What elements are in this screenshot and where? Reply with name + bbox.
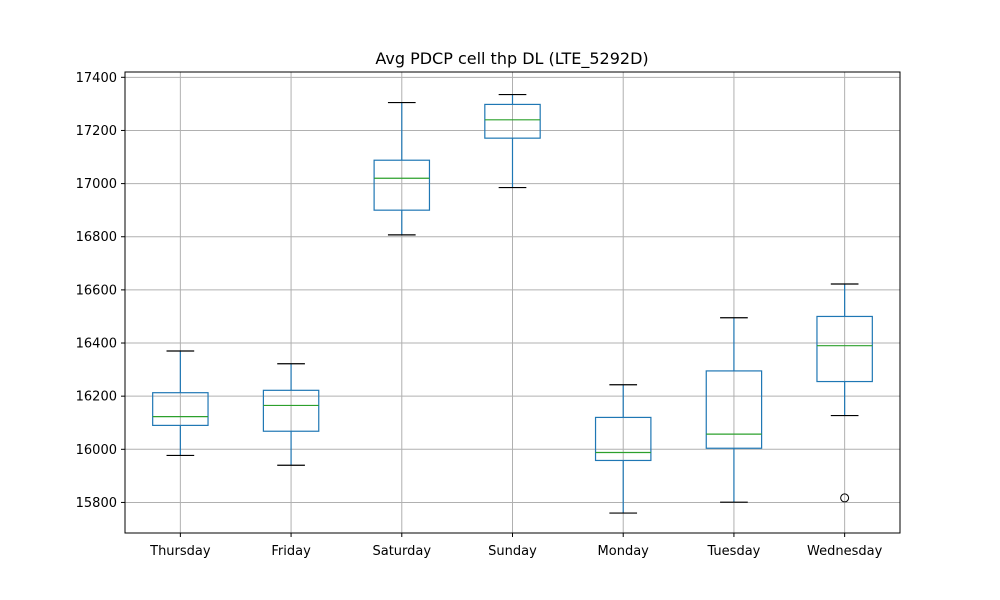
plot-frame xyxy=(124,71,901,534)
box-wednesday xyxy=(816,283,873,503)
x-tick-label: Wednesday xyxy=(807,544,883,559)
iqr-box xyxy=(816,315,873,383)
iqr-box xyxy=(262,389,320,432)
y-tick-label: 15800 xyxy=(76,496,117,511)
x-tick-label: Monday xyxy=(598,544,650,559)
y-tick-label: 16600 xyxy=(76,283,117,298)
iqr-box xyxy=(152,392,209,426)
box-tuesday xyxy=(705,317,763,503)
iqr-box xyxy=(373,159,431,211)
y-tick-label: 16400 xyxy=(76,337,117,352)
box-saturday xyxy=(373,101,431,236)
y-tick-label: 16200 xyxy=(76,390,117,405)
box-friday xyxy=(262,363,320,466)
y-tick-label: 16800 xyxy=(76,230,117,245)
x-tick-label: Thursday xyxy=(149,544,211,559)
x-tick-label: Sunday xyxy=(488,544,537,559)
outlier-point xyxy=(840,493,850,503)
boxes-layer xyxy=(152,93,873,514)
box-thursday xyxy=(152,350,209,457)
y-tick-label: 17000 xyxy=(76,177,117,192)
y-tick-label: 17200 xyxy=(76,124,117,139)
chart-title: Avg PDCP cell thp DL (LTE_5292D) xyxy=(375,49,648,69)
iqr-box xyxy=(484,103,541,139)
x-tick-label: Friday xyxy=(271,544,311,559)
y-tick-label: 17400 xyxy=(76,71,117,86)
iqr-box xyxy=(705,370,763,449)
box-sunday xyxy=(484,93,541,189)
iqr-box xyxy=(594,416,652,462)
x-tick-label: Saturday xyxy=(372,544,431,559)
y-tick-label: 16000 xyxy=(76,443,117,458)
box-monday xyxy=(594,384,652,514)
axis-layer: 15800 16000 16200 16400 16600 16800 17000 17200… xyxy=(76,71,883,559)
x-tick-label: Tuesday xyxy=(706,544,760,559)
